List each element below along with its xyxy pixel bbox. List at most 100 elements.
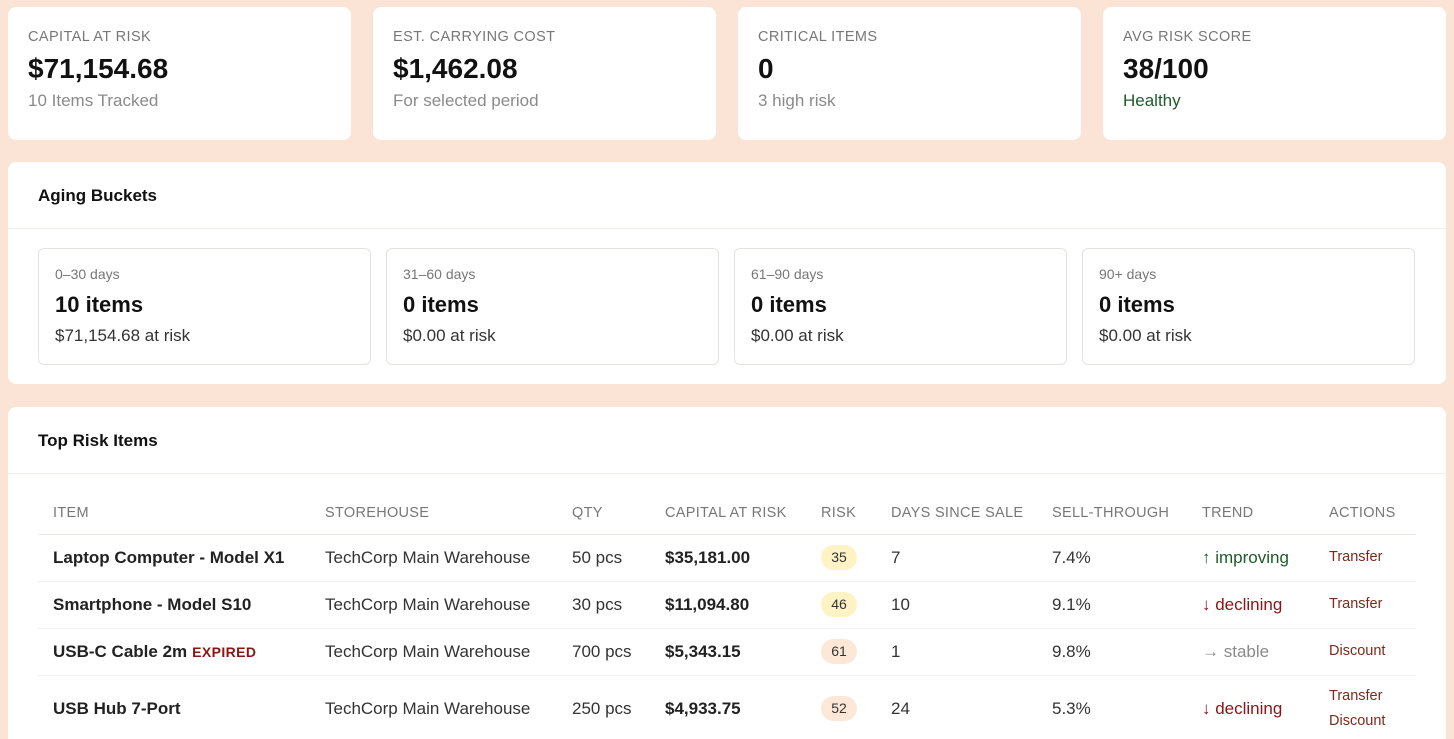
table-row[interactable]: Smartphone - Model S10 TechCorp Main Ware… xyxy=(38,581,1416,629)
column-header-storehouse[interactable]: STOREHOUSE xyxy=(310,493,557,535)
cell-days-since-sale: 7 xyxy=(876,534,1037,582)
risk-score-badge: 61 xyxy=(821,639,857,664)
risk-score-badge: 35 xyxy=(821,545,857,570)
risk-items-table: ITEM STOREHOUSE QTY CAPITAL AT RISK RISK… xyxy=(38,493,1416,739)
cell-trend: ↓ declining xyxy=(1187,581,1314,629)
cell-capital-at-risk: $5,343.15 xyxy=(650,628,806,676)
aging-buckets-panel: Aging Buckets 0–30 days 10 items $71,154… xyxy=(8,162,1446,384)
discount-action-link[interactable]: Discount xyxy=(1329,712,1386,729)
cell-days-since-sale: 24 xyxy=(876,675,1037,739)
kpi-sub: 10 Items Tracked xyxy=(28,91,159,110)
cell-item: USB Hub 7-Port xyxy=(38,675,310,739)
cell-capital-at-risk: $11,094.80 xyxy=(650,581,806,629)
transfer-action-link[interactable]: Transfer xyxy=(1329,596,1383,612)
cell-qty: 250 pcs xyxy=(557,675,650,739)
aging-buckets: 0–30 days 10 items $71,154.68 at risk 31… xyxy=(38,248,1416,365)
cell-capital-at-risk: $35,181.00 xyxy=(650,534,806,582)
kpi-label: AVG RISK SCORE xyxy=(1123,29,1252,45)
cell-storehouse: TechCorp Main Warehouse xyxy=(310,675,557,739)
kpi-capital-at-risk: CAPITAL AT RISK $71,154.68 10 Items Trac… xyxy=(8,7,351,140)
bucket-risk: $71,154.68 at risk xyxy=(55,326,191,345)
bucket-range: 31–60 days xyxy=(403,266,476,282)
item-name: Laptop Computer - Model X1 xyxy=(53,547,285,567)
kpi-label: EST. CARRYING COST xyxy=(393,29,556,45)
cell-trend: → stable xyxy=(1187,628,1314,676)
discount-action-link[interactable]: Discount xyxy=(1329,643,1386,659)
cell-risk: 46 xyxy=(806,581,876,629)
column-header-capital-at-risk[interactable]: CAPITAL AT RISK xyxy=(650,493,806,535)
transfer-action-link[interactable]: Transfer xyxy=(1329,687,1383,704)
column-header-days-since-sale[interactable]: DAYS SINCE SALE xyxy=(876,493,1037,535)
cell-risk: 35 xyxy=(806,534,876,582)
kpi-critical-items: CRITICAL ITEMS 0 3 high risk xyxy=(738,7,1081,140)
bucket-range: 61–90 days xyxy=(751,266,824,282)
kpi-avg-risk-score: AVG RISK SCORE 38/100 Healthy xyxy=(1103,7,1446,140)
cell-trend: ↑ improving xyxy=(1187,534,1314,582)
bucket-risk: $0.00 at risk xyxy=(1099,326,1192,345)
kpi-sub: Healthy xyxy=(1123,91,1181,110)
kpi-value: $71,154.68 xyxy=(28,53,169,84)
bucket-risk: $0.00 at risk xyxy=(403,326,496,345)
bucket-items: 0 items xyxy=(403,292,479,317)
kpi-sub: 3 high risk xyxy=(758,91,836,110)
aging-bucket: 0–30 days 10 items $71,154.68 at risk xyxy=(38,248,371,365)
cell-sell-through: 9.1% xyxy=(1037,581,1187,629)
transfer-action-link[interactable]: Transfer xyxy=(1329,549,1383,565)
table-row[interactable]: USB Hub 7-Port TechCorp Main Warehouse 250… xyxy=(38,675,1416,739)
cell-qty: 700 pcs xyxy=(557,628,650,676)
cell-actions: Transfer xyxy=(1314,534,1416,582)
risk-items-body: Laptop Computer - Model X1 TechCorp Main … xyxy=(38,534,1416,739)
bucket-range: 90+ days xyxy=(1099,266,1157,282)
column-header-trend[interactable]: TREND xyxy=(1187,493,1314,535)
column-header-item[interactable]: ITEM xyxy=(38,493,310,535)
cell-sell-through: 5.3% xyxy=(1037,675,1187,739)
kpi-label: CRITICAL ITEMS xyxy=(758,29,878,45)
item-name: USB-C Cable 2m xyxy=(53,641,188,661)
cell-storehouse: TechCorp Main Warehouse xyxy=(310,581,557,629)
risk-score-badge: 46 xyxy=(821,592,857,617)
panel-title: Aging Buckets xyxy=(8,162,1446,229)
bucket-items: 0 items xyxy=(1099,292,1175,317)
cell-risk: 61 xyxy=(806,628,876,676)
bucket-items: 0 items xyxy=(751,292,827,317)
aging-bucket: 31–60 days 0 items $0.00 at risk xyxy=(386,248,719,365)
cell-days-since-sale: 1 xyxy=(876,628,1037,676)
cell-sell-through: 9.8% xyxy=(1037,628,1187,676)
kpi-sub: For selected period xyxy=(393,91,539,110)
item-name: USB Hub 7-Port xyxy=(53,698,181,718)
cell-trend: ↓ declining xyxy=(1187,675,1314,739)
bucket-range: 0–30 days xyxy=(55,266,120,282)
kpi-carrying-cost: EST. CARRYING COST $1,462.08 For selecte… xyxy=(373,7,716,140)
risk-score-badge: 52 xyxy=(821,696,857,721)
item-name: Smartphone - Model S10 xyxy=(53,594,252,614)
cell-item: USB-C Cable 2m EXPIRED xyxy=(38,628,310,676)
column-header-risk[interactable]: RISK xyxy=(806,493,876,535)
cell-storehouse: TechCorp Main Warehouse xyxy=(310,534,557,582)
cell-item: Laptop Computer - Model X1 xyxy=(38,534,310,582)
cell-sell-through: 7.4% xyxy=(1037,534,1187,582)
cell-item: Smartphone - Model S10 xyxy=(38,581,310,629)
table-row[interactable]: USB-C Cable 2m EXPIRED TechCorp Main Wareh… xyxy=(38,628,1416,676)
aging-bucket: 61–90 days 0 items $0.00 at risk xyxy=(734,248,1067,365)
kpi-row: CAPITAL AT RISK $71,154.68 10 Items Trac… xyxy=(8,7,1446,140)
cell-days-since-sale: 10 xyxy=(876,581,1037,629)
cell-risk: 52 xyxy=(806,675,876,739)
cell-storehouse: TechCorp Main Warehouse xyxy=(310,628,557,676)
column-header-sell-through[interactable]: SELL-THROUGH xyxy=(1037,493,1187,535)
column-header-qty[interactable]: QTY xyxy=(557,493,650,535)
top-risk-items-panel: Top Risk Items ITEM STOREHOUSE QTY CAPIT… xyxy=(8,407,1446,739)
kpi-value: 38/100 xyxy=(1123,53,1209,84)
cell-actions: Transfer Discount xyxy=(1314,675,1416,739)
table-row[interactable]: Laptop Computer - Model X1 TechCorp Main … xyxy=(38,534,1416,582)
kpi-label: CAPITAL AT RISK xyxy=(28,29,152,45)
aging-bucket: 90+ days 0 items $0.00 at risk xyxy=(1082,248,1415,365)
column-header-actions: ACTIONS xyxy=(1314,493,1416,535)
cell-actions: Discount xyxy=(1314,628,1416,676)
cell-actions: Transfer xyxy=(1314,581,1416,629)
expired-badge: EXPIRED xyxy=(192,643,257,660)
bucket-risk: $0.00 at risk xyxy=(751,326,844,345)
cell-qty: 30 pcs xyxy=(557,581,650,629)
bucket-items: 10 items xyxy=(55,292,144,317)
cell-qty: 50 pcs xyxy=(557,534,650,582)
table-header-row: ITEM STOREHOUSE QTY CAPITAL AT RISK RISK… xyxy=(38,493,1416,535)
